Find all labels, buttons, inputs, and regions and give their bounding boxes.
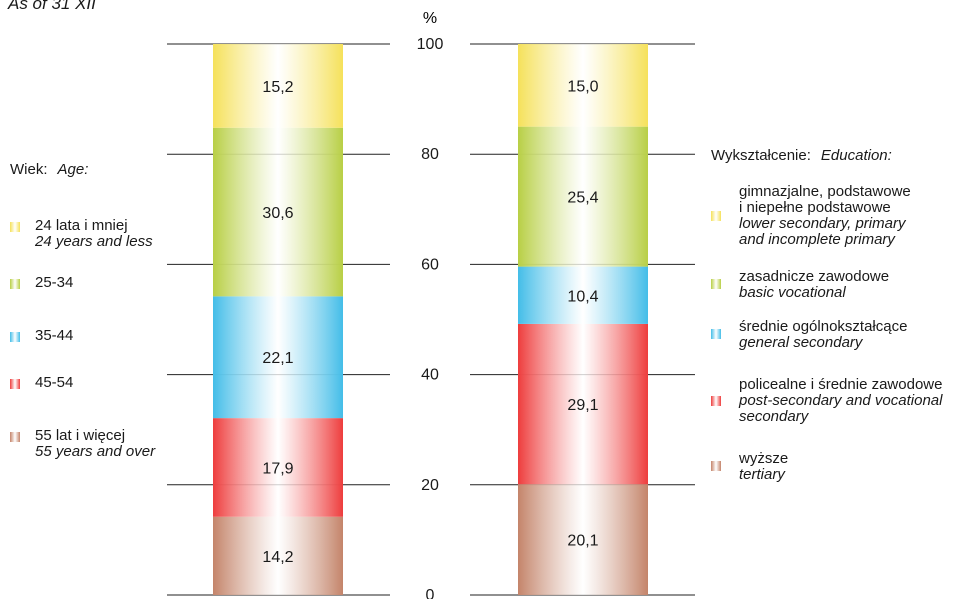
y-tick-label: 80 — [421, 146, 439, 163]
education-bar-segment-brown — [518, 484, 648, 595]
education-legend-label-en: post-secondary and vocational — [739, 392, 943, 409]
education-data-label: 29,1 — [567, 397, 598, 414]
age-legend-swatch-brown — [10, 432, 20, 442]
education-data-label: 25,4 — [567, 190, 598, 207]
education-legend-title-en: Education: — [820, 147, 892, 164]
education-data-label: 10,4 — [567, 288, 598, 305]
y-tick-label: 20 — [421, 477, 439, 494]
y-axis-unit: % — [423, 10, 437, 27]
education-legend-item: gimnazjalne, podstawowe i niepełne podsta… — [739, 184, 911, 248]
age-legend-label-pl: 25-34 — [35, 274, 74, 291]
age-data-label: 14,2 — [262, 549, 293, 566]
y-tick-label: 60 — [421, 256, 439, 273]
age-legend-item: 25-34 — [35, 275, 73, 291]
education-legend-label-en: general secondary — [739, 334, 863, 351]
age-legend-title-en: Age: — [57, 161, 89, 178]
education-legend-label-en: tertiary — [739, 466, 785, 483]
education-legend-label-pl: średnie ogólnokształcące — [739, 318, 908, 335]
age-data-label: 30,6 — [262, 205, 293, 222]
education-legend-label-en: basic vocational — [739, 284, 846, 301]
education-legend-label-en: lower secondary, primary — [739, 215, 906, 232]
education-legend-label-en: and incomplete primary — [739, 231, 895, 248]
education-legend-title: Wykształcenie: Education: — [711, 147, 892, 164]
education-data-label: 15,0 — [567, 78, 598, 95]
age-legend-title: Wiek: Age: — [10, 161, 88, 178]
education-legend-item: średnie ogólnokształcące general secondar… — [739, 319, 907, 351]
age-bar-segment-red — [213, 418, 343, 517]
age-legend-label-pl: 55 lat i więcej — [35, 427, 126, 444]
chart-subtitle: As of 31 XII — [8, 0, 96, 13]
age-legend-item: 35-44 — [35, 328, 73, 344]
age-bar-segment-blue — [213, 296, 343, 419]
age-legend-label-en: 24 years and less — [35, 233, 153, 250]
education-legend-swatch-green — [711, 279, 721, 289]
age-bar-segment-yellow — [213, 44, 343, 128]
education-bar-segment-green — [518, 126, 648, 267]
education-legend-label-pl: zasadnicze zawodowe — [739, 268, 890, 285]
y-tick-label: 0 — [426, 587, 435, 599]
education-legend-label-pl: i niepełne podstawowe — [739, 199, 891, 216]
age-legend-item: 55 lat i więcej 55 years and over — [35, 428, 155, 460]
education-legend-swatch-blue — [711, 329, 721, 339]
education-legend-item: wyższe tertiary — [739, 451, 788, 483]
age-legend-swatch-blue — [10, 332, 20, 342]
age-legend-swatch-red — [10, 379, 20, 389]
education-legend-swatch-red — [711, 396, 721, 406]
y-tick-label: 100 — [417, 36, 444, 53]
education-legend-label-pl: policealne i średnie zawodowe — [739, 376, 943, 393]
age-bar-segment-brown — [213, 516, 343, 595]
age-bar-segment-green — [213, 127, 343, 297]
education-legend-label-pl: gimnazjalne, podstawowe — [739, 183, 911, 200]
age-legend-swatch-green — [10, 279, 20, 289]
age-legend-label-pl: 45-54 — [35, 374, 74, 391]
education-legend-item: zasadnicze zawodowe basic vocational — [739, 269, 889, 301]
age-legend-label-en: 55 years and over — [35, 443, 156, 460]
y-tick-label: 40 — [421, 367, 439, 384]
age-legend-item: 45-54 — [35, 375, 73, 391]
age-legend-label-pl: 35-44 — [35, 327, 74, 344]
education-legend-item: policealne i średnie zawodowe post-second… — [739, 377, 942, 425]
education-legend-label-en: secondary — [739, 408, 809, 425]
education-legend-swatch-brown — [711, 461, 721, 471]
education-legend-title-pl: Wykształcenie: — [711, 147, 811, 164]
age-data-label: 15,2 — [262, 79, 293, 96]
age-legend-swatch-yellow — [10, 222, 20, 232]
education-bar-segment-red — [518, 323, 648, 485]
age-legend-label-pl: 24 lata i mniej — [35, 217, 128, 234]
age-data-label: 22,1 — [262, 350, 293, 367]
education-bar-segment-yellow — [518, 44, 648, 127]
education-legend-swatch-yellow — [711, 211, 721, 221]
education-data-label: 20,1 — [567, 533, 598, 550]
age-data-label: 17,9 — [262, 460, 293, 477]
age-legend-item: 24 lata i mniej 24 years and less — [35, 218, 153, 250]
education-bar-segment-blue — [518, 266, 648, 324]
age-legend-title-pl: Wiek: — [10, 161, 48, 178]
education-legend-label-pl: wyższe — [739, 450, 789, 467]
